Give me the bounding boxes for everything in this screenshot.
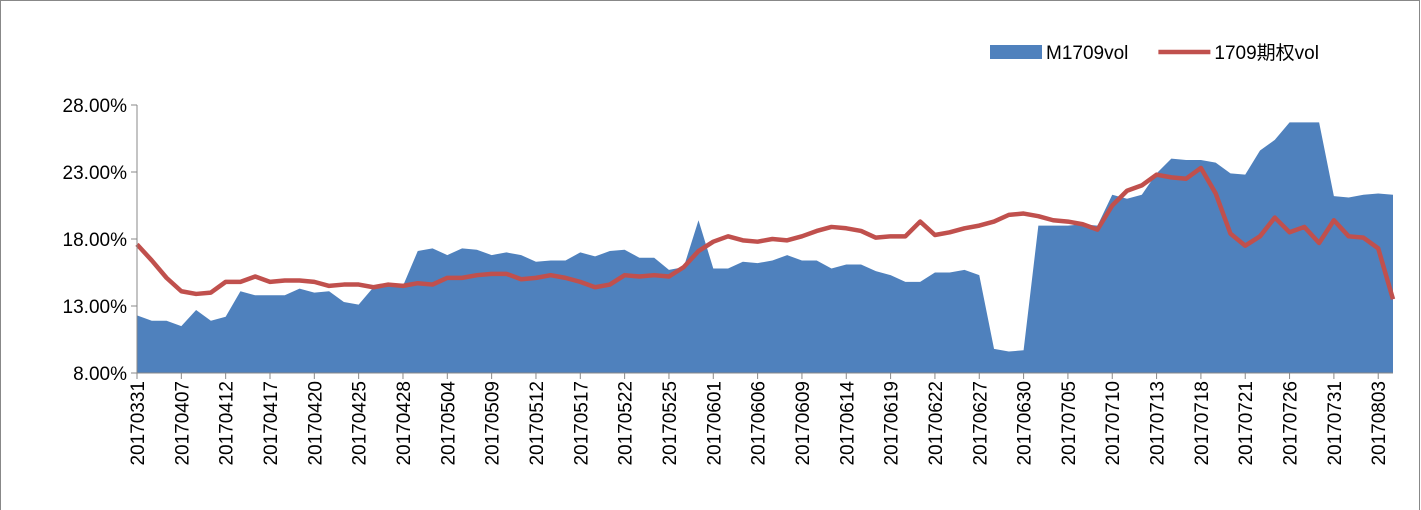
line — [135, 165, 1396, 300]
x-tick-label: 20170627 — [970, 381, 991, 466]
y-tick-label: 8.00% — [73, 364, 127, 385]
x-tick-label: 20170407 — [172, 381, 193, 466]
x-tick-label: 20170601 — [704, 381, 725, 466]
x-tick-label: 20170731 — [1325, 381, 1346, 466]
x-tick-label: 20170721 — [1236, 381, 1257, 466]
legend-swatch — [990, 45, 1042, 59]
x-tick-label: 20170331 — [128, 381, 149, 466]
legend-label: M1709vol — [1046, 43, 1128, 64]
x-tick-label: 20170517 — [571, 381, 592, 466]
legend-label: 1709期权vol — [1214, 42, 1319, 64]
x-tick-label: 20170803 — [1369, 381, 1390, 466]
x-tick-label: 20170420 — [305, 381, 326, 466]
x-tick-label: 20170710 — [1103, 381, 1124, 466]
x-tick-label: 20170726 — [1281, 381, 1302, 466]
y-tick-label: 13.00% — [63, 297, 128, 318]
x-tick-label: 20170713 — [1148, 381, 1169, 466]
x-tick-label: 20170425 — [350, 381, 371, 466]
x-tick-label: 20170630 — [1015, 381, 1036, 466]
area — [137, 122, 1393, 373]
x-tick-label: 20170609 — [793, 381, 814, 466]
y-tick-label: 28.00% — [63, 96, 128, 117]
x-tick-label: 20170512 — [527, 381, 548, 466]
x-tick-label: 20170619 — [882, 381, 903, 466]
x-tick-label: 20170417 — [261, 381, 282, 466]
x-tick-label: 20170718 — [1192, 381, 1213, 466]
y-tick-label: 18.00% — [63, 230, 128, 251]
x-tick-label: 20170622 — [926, 381, 947, 466]
x-tick-label: 20170522 — [616, 381, 637, 466]
y-tick-label: 23.00% — [63, 163, 128, 184]
x-tick-label: 20170614 — [837, 381, 858, 466]
x-tick-label: 20170412 — [217, 381, 238, 466]
x-tick-label: 20170509 — [483, 381, 504, 466]
x-tick-label: 20170504 — [438, 381, 459, 466]
x-tick-label: 20170606 — [749, 381, 770, 466]
x-tick-label: 20170525 — [660, 381, 681, 466]
x-tick-label: 20170428 — [394, 381, 415, 466]
x-tick-label: 20170705 — [1059, 381, 1080, 466]
